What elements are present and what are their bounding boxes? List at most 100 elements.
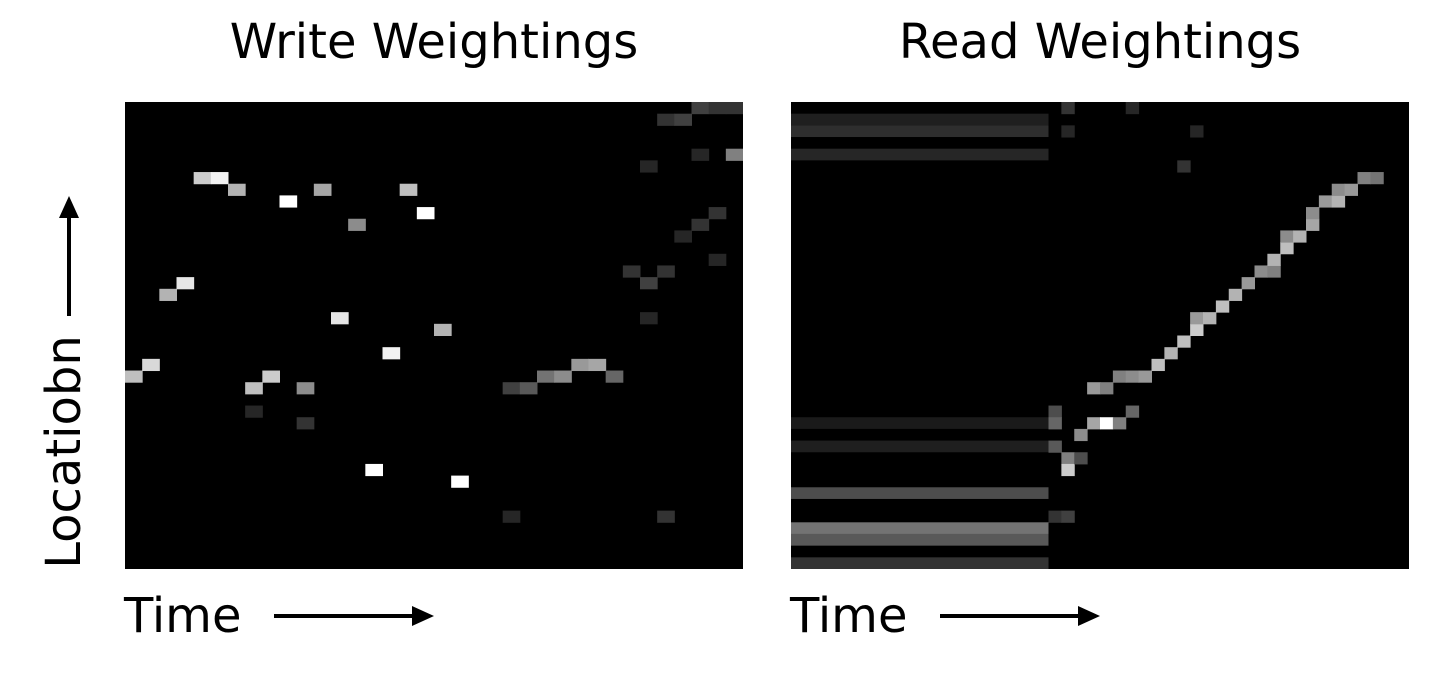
heatmap-cell <box>691 102 710 115</box>
read-weightings-plot <box>791 102 1384 569</box>
heatmap-cell <box>1100 417 1114 430</box>
heatmap-cell <box>708 253 727 266</box>
heatmap-cell <box>691 148 710 161</box>
heatmap-cell <box>640 312 658 325</box>
heatmap-cell <box>1138 370 1152 383</box>
heatmap-cell <box>502 510 521 523</box>
read-weightings-heatmap <box>791 102 1409 569</box>
heatmap-cell <box>622 265 641 278</box>
heatmap-cell <box>228 183 246 196</box>
heatmap-cell <box>1293 230 1307 243</box>
heatmap-cell <box>296 417 315 430</box>
time-arrow-icon <box>940 606 1100 626</box>
heatmap-cell <box>1370 172 1384 185</box>
heatmap-cell <box>1177 335 1191 348</box>
heatmap-cell <box>1318 195 1333 208</box>
heatmap-cell <box>1280 230 1294 243</box>
heatmap-cell <box>365 463 383 477</box>
time-arrow-icon <box>274 606 434 626</box>
heatmap-cell <box>193 172 212 185</box>
heatmap-cell <box>1357 172 1371 185</box>
heatmap-cell <box>588 358 607 372</box>
heatmap-cell <box>1190 125 1204 138</box>
heatmap-cell <box>125 370 143 383</box>
heatmap-cell <box>348 218 366 231</box>
heatmap-cell <box>434 323 452 336</box>
write-weightings-heatmap <box>125 102 743 569</box>
heatmap-cell <box>1267 265 1281 278</box>
heatmap-band <box>791 487 1049 499</box>
heatmap-band <box>791 440 1049 453</box>
heatmap-cell <box>674 230 692 243</box>
heatmap-cell <box>1112 417 1127 430</box>
heatmap-cell <box>1280 242 1294 255</box>
heatmap-cell <box>725 148 743 161</box>
heatmap-cell <box>1061 102 1075 115</box>
y-axis-label: Locatiobn <box>36 335 92 569</box>
heatmap-cell <box>519 382 538 395</box>
read-weightings-title: Read Weightings <box>898 14 1302 70</box>
heatmap-cell <box>502 382 521 395</box>
heatmap-band <box>791 417 1049 429</box>
heatmap-cell <box>1306 218 1320 231</box>
heatmap-cell <box>657 113 675 126</box>
heatmap-cell <box>1344 183 1358 196</box>
heatmap-cell <box>382 347 401 360</box>
heatmap-cell <box>605 370 624 383</box>
heatmap-cell <box>399 183 418 196</box>
heatmap-cell <box>725 102 743 115</box>
heatmap-cell <box>1203 312 1217 325</box>
heatmap-cell <box>1164 347 1178 360</box>
heatmap-cell <box>210 172 229 185</box>
heatmap-cell <box>674 113 692 126</box>
heatmap-cell <box>708 207 727 220</box>
heatmap-cell <box>245 405 263 418</box>
heatmap-cell <box>1100 382 1114 395</box>
heatmap-cell <box>691 218 710 231</box>
heatmap-cell <box>279 195 298 208</box>
heatmap-cell <box>1331 183 1346 196</box>
heatmap-band <box>791 125 1049 138</box>
heatmap-cell <box>1061 452 1075 465</box>
heatmap-cell <box>554 370 572 383</box>
heatmap-cell <box>1087 417 1101 430</box>
heatmap-cell <box>313 183 332 196</box>
heatmap-cell <box>1267 253 1281 266</box>
heatmap-cell <box>708 102 727 115</box>
heatmap-band <box>791 113 1049 126</box>
heatmap-band <box>791 533 1049 546</box>
heatmap-cell <box>1061 463 1075 477</box>
heatmap-cell <box>1112 370 1127 383</box>
heatmap-cell <box>176 277 195 290</box>
heatmap-cell <box>657 510 675 523</box>
heatmap-cell <box>1048 510 1062 523</box>
heatmap-cell <box>1125 102 1140 115</box>
heatmap-cell <box>1306 207 1320 220</box>
heatmap-cell <box>262 370 280 383</box>
heatmap-cell <box>1125 370 1140 383</box>
heatmap-cell <box>296 382 315 395</box>
write-weightings-title: Write Weightings <box>229 14 639 70</box>
heatmap-band <box>791 148 1049 161</box>
location-arrow-icon <box>59 196 79 316</box>
heatmap-cell <box>416 207 435 220</box>
write-x-axis-label: Time <box>124 588 242 644</box>
heatmap-cell <box>1048 440 1062 453</box>
heatmap-cell <box>1061 125 1075 138</box>
heatmap-cell <box>159 288 177 301</box>
heatmap-cell <box>1331 195 1346 208</box>
heatmap-cell <box>640 160 658 173</box>
heatmap-cell <box>571 358 589 372</box>
heatmap-cell <box>1048 417 1062 430</box>
write-weightings-plot <box>125 102 743 523</box>
heatmap-cell <box>1228 288 1243 301</box>
heatmap-cell <box>245 382 263 395</box>
heatmap-cell <box>1254 265 1268 278</box>
heatmap-cell <box>1048 405 1062 418</box>
heatmap-cell <box>1087 382 1101 395</box>
read-x-axis-label: Time <box>790 588 908 644</box>
heatmap-cell <box>657 265 675 278</box>
heatmap-cell <box>640 277 658 290</box>
heatmap-cell <box>1190 323 1204 336</box>
heatmap-band <box>791 522 1049 534</box>
